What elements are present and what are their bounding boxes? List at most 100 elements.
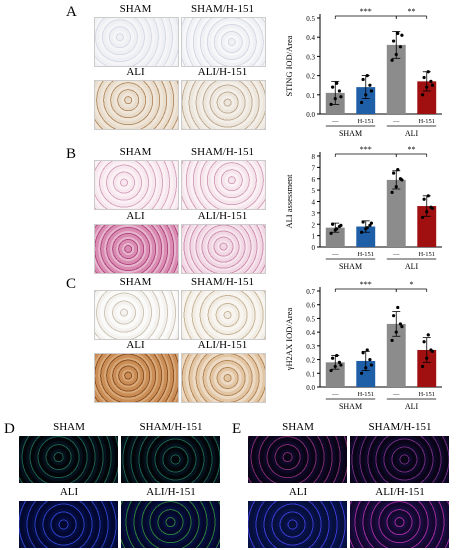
bar (386, 179, 406, 247)
data-point (365, 348, 369, 352)
micrograph-c-ali-h151 (181, 353, 266, 403)
y-tick-label: 0.6 (306, 302, 315, 310)
micrograph-a-sham-h151 (181, 17, 266, 67)
y-tick-label: 7 (312, 164, 316, 172)
x-tick-label: H-151 (357, 391, 374, 398)
y-tick-label: 0.2 (306, 357, 315, 365)
panel-letter-b: B (66, 146, 77, 162)
data-point (422, 340, 426, 344)
data-point (329, 102, 333, 106)
y-axis-label: STING IOD/Area (284, 35, 294, 96)
data-point (359, 100, 364, 105)
y-tick-label: 0.5 (306, 315, 315, 323)
y-tick-label: 0.3 (306, 53, 315, 61)
data-point (364, 366, 368, 370)
data-point (333, 97, 337, 101)
data-point (335, 353, 339, 358)
fluorescence-e-ali (248, 501, 347, 548)
label-b-ali-h151: ALI/H-151 (197, 210, 248, 222)
micrograph-a-ali-h151 (181, 80, 266, 130)
significance-label: ** (408, 7, 416, 16)
chart-a-sting: 0.0 0.1 0.2 0.3 0.4 0.5 STING IOD/Area — H-151 — H… (284, 7, 442, 138)
data-point (422, 197, 426, 201)
label-a-sham-h151: SHAM/H-151 (191, 3, 254, 15)
chart-b-ali-assessment: 0 1 2 3 4 5 6 7 8 ALI assessment — H-151 — H-151 SHAM A… (284, 145, 442, 271)
micrograph-c-sham-h151 (181, 290, 266, 340)
fluorescence-e-sham (248, 436, 347, 483)
significance-label: *** (360, 7, 372, 16)
data-point (369, 221, 374, 225)
micrograph-c-sham (94, 290, 179, 340)
micrograph-b-ali-h151 (181, 224, 266, 274)
data-point (426, 194, 430, 198)
y-tick-label: 5 (312, 187, 316, 195)
y-tick-label: 0.3 (306, 343, 315, 351)
fluorescence-e-ali-h151 (350, 501, 449, 548)
data-point (425, 356, 429, 360)
data-point (364, 93, 368, 97)
group-label: SHAM (339, 402, 362, 411)
bar (386, 44, 406, 114)
data-point (361, 220, 365, 224)
y-tick-label: 0.0 (306, 111, 315, 119)
panel-letter-e: E (232, 421, 242, 437)
data-point (392, 314, 396, 318)
label-c-sham: SHAM (119, 276, 152, 288)
y-tick-label: 8 (312, 153, 316, 161)
label-e-sham: SHAM (282, 421, 314, 433)
fluorescence-d-ali (19, 501, 118, 548)
y-tick-label: 0.4 (306, 329, 315, 337)
y-tick-label: 1 (312, 233, 316, 241)
data-point (368, 223, 372, 227)
data-point (430, 83, 435, 87)
y-tick-label: 0.5 (306, 15, 315, 23)
data-point (329, 231, 333, 235)
label-e-ali: ALI (288, 486, 308, 498)
fluorescence-d-sham (19, 436, 118, 483)
bar (356, 360, 376, 387)
data-point (365, 74, 369, 78)
data-point (368, 83, 372, 87)
data-point (400, 178, 404, 182)
fluorescence-d-sham-h151 (121, 436, 220, 483)
data-point (426, 70, 430, 74)
x-tick-label: — (331, 251, 339, 258)
data-point (331, 85, 335, 89)
data-point (420, 93, 425, 97)
x-tick-label: H-151 (418, 251, 435, 258)
x-tick-label: H-151 (357, 118, 374, 125)
data-point (394, 52, 398, 57)
data-point (398, 45, 403, 49)
y-tick-label: 0.7 (306, 288, 315, 296)
data-point (398, 322, 403, 326)
label-a-ali: ALI (126, 66, 145, 78)
label-c-ali-h151: ALI/H-151 (197, 339, 248, 351)
label-d-ali-h151: ALI/H-151 (146, 486, 196, 498)
data-point (390, 58, 394, 62)
data-point (392, 171, 396, 175)
data-point (425, 210, 429, 214)
data-point (396, 305, 400, 310)
data-point (392, 39, 396, 43)
label-d-sham: SHAM (53, 421, 85, 433)
data-point (339, 223, 343, 227)
data-point (361, 77, 365, 82)
label-b-sham-h151: SHAM/H-151 (191, 146, 254, 158)
significance-label: *** (360, 145, 372, 154)
data-point (422, 75, 426, 80)
data-point (359, 371, 364, 375)
data-point (365, 226, 369, 230)
x-tick-label: H-151 (418, 118, 435, 125)
x-tick-label: — (392, 118, 400, 125)
data-point (369, 89, 374, 93)
data-point (429, 79, 433, 83)
data-point (361, 351, 365, 355)
y-tick-label: 0.2 (306, 73, 315, 81)
significance-label: *** (360, 280, 372, 289)
label-c-ali: ALI (126, 339, 145, 351)
micrograph-a-sham (94, 17, 179, 67)
label-b-ali: ALI (126, 210, 145, 222)
chart-c-gh2ax: 0.0 0.1 0.2 0.3 0.4 0.5 0.6 0.7 γH2AX IOD/Area — H… (284, 280, 442, 411)
x-tick-label: H-151 (357, 251, 374, 258)
group-label: ALI (405, 262, 419, 271)
